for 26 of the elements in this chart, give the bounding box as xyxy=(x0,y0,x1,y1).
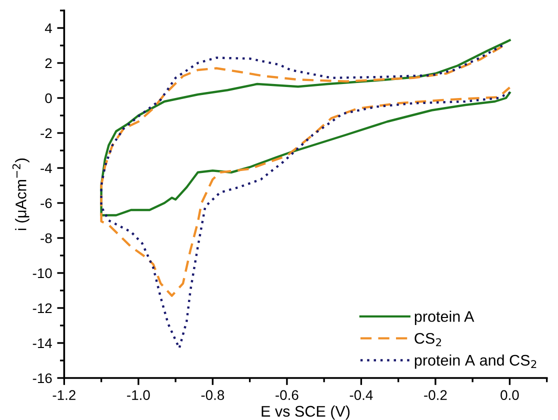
y-tick-label: -8 xyxy=(40,233,52,244)
x-tick-label: -1.0 xyxy=(127,390,150,400)
x-tick-label: -0.2 xyxy=(424,390,447,400)
x-tick-label: -0.4 xyxy=(350,390,373,400)
x-axis-title: E vs SCE (V) xyxy=(262,406,350,420)
y-tick-label: 2 xyxy=(45,58,52,68)
line-series xyxy=(100,39,511,216)
line-series xyxy=(100,44,511,350)
y-tick-label: 4 xyxy=(44,23,52,34)
x-tick-label: -0.6 xyxy=(276,390,298,400)
legend-label: protein A xyxy=(414,310,474,325)
y-tick-label: -14 xyxy=(32,338,52,348)
y-tick-label: -2 xyxy=(40,128,52,138)
x-tick-label: 0.0 xyxy=(500,390,519,400)
y-tick-label: -12 xyxy=(32,303,52,314)
legend-label: CS$_{2}$ xyxy=(414,332,442,346)
x-tick-label: -0.8 xyxy=(201,390,224,400)
y-tick-label: -6 xyxy=(40,198,52,208)
y-tick-label: 0 xyxy=(45,93,52,104)
y-tick-label: -10 xyxy=(32,268,52,278)
y-axis-title: i (μAcm$^{−2}$) xyxy=(12,158,30,230)
y-tick-label: -4 xyxy=(40,163,52,174)
legend-label: protein A and CS$_{2}$ xyxy=(414,354,536,369)
line-series xyxy=(100,45,511,297)
x-tick-label: -1.2 xyxy=(52,390,76,400)
y-tick-label: -16 xyxy=(32,373,52,384)
